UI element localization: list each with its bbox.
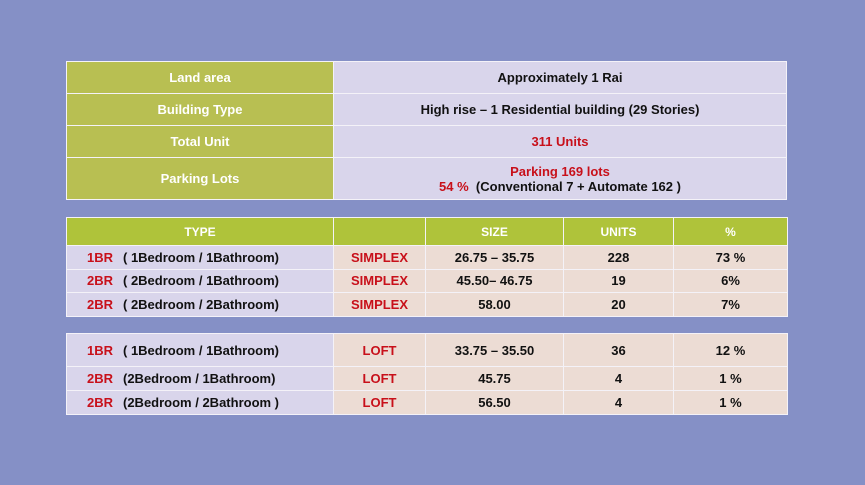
unit-code: 2BR — [87, 395, 114, 410]
unit-description: ( 2Bedroom / 2Bathroom) — [123, 296, 280, 312]
unit-count: 4 — [563, 366, 674, 391]
unit-type-cell: 2BR (2Bedroom / 2Bathroom ) — [66, 390, 334, 415]
unit-type-cell: 1BR ( 1Bedroom / 1Bathroom) — [66, 245, 334, 270]
unit-style: LOFT — [333, 333, 426, 367]
unit-code: 2BR — [87, 296, 114, 312]
unit-count: 36 — [563, 333, 674, 367]
parking-breakdown: 54 % (Conventional 7 + Automate 162 ) — [334, 179, 786, 194]
summary-value: Approximately 1 Rai — [333, 61, 787, 94]
unit-type-cell: 2BR ( 2Bedroom / 1Bathroom) — [66, 268, 334, 293]
unit-size: 58.00 — [425, 292, 564, 317]
table-row: 1BR ( 1Bedroom / 1Bathroom) LOFT 33.75 – 35… — [66, 333, 788, 367]
unit-style: LOFT — [333, 390, 426, 415]
unit-code: 1BR — [87, 342, 114, 358]
table-row: 2BR ( 2Bedroom / 2Bathroom) SIMPLEX 58.00 20… — [66, 292, 788, 317]
loft-units-table: 1BR( 1Bedroom / 1Bathroom) LOFT 33.75 – 35… — [66, 333, 788, 415]
summary-label: Parking Lots — [66, 157, 334, 200]
unit-size: 56.50 — [425, 390, 564, 415]
table-row: 2BR ( 2Bedroom / 1Bathroom) SIMPLEX 45.50– … — [66, 268, 788, 293]
unit-code: 2BR — [87, 273, 114, 289]
unit-pct: 7% — [673, 292, 788, 317]
summary-label: Land area — [66, 61, 334, 94]
unit-size: 45.50– 46.75 — [425, 268, 564, 293]
unit-type-cell: 2BR (2Bedroom / 1Bathroom) — [66, 366, 334, 391]
table-row: 2BR (2Bedroom / 1Bathroom) LOFT 45.75 4 1 % — [66, 366, 788, 391]
summary-row-total-unit: Total Unit 311 Units — [66, 125, 787, 158]
header-style — [333, 217, 426, 246]
summary-value: Parking 169 lots 54 % (Conventional 7 + … — [333, 157, 787, 200]
unit-pct: 1 % — [673, 366, 788, 391]
unit-pct: 12 % — [673, 333, 788, 367]
summary-row-land-area: Land area Approximately 1 Rai — [66, 61, 787, 94]
header-pct: % — [673, 217, 788, 246]
unit-count: 19 — [563, 268, 674, 293]
unit-description: ( 1Bedroom / 1Bathroom) — [123, 342, 280, 358]
unit-size: 33.75 – 35.50 — [425, 333, 564, 367]
unit-pct: 6% — [673, 268, 788, 293]
header-type: TYPE — [66, 217, 334, 246]
table-row: 2BR (2Bedroom / 2Bathroom ) LOFT 56.50 4 1 % — [66, 390, 788, 415]
unit-style: LOFT — [333, 366, 426, 391]
unit-pct: 1 % — [673, 390, 788, 415]
parking-lots-count: Parking 169 lots — [510, 163, 610, 179]
header-size: SIZE — [425, 217, 564, 246]
unit-size: 26.75 – 35.75 — [425, 245, 564, 270]
summary-value: High rise – 1 Residential building (29 S… — [333, 93, 787, 126]
unit-type-cell: 2BR ( 2Bedroom / 2Bathroom) — [66, 292, 334, 317]
summary-row-building-type: Building Type High rise – 1 Residential … — [66, 93, 787, 126]
unit-count: 228 — [563, 245, 674, 270]
unit-description: ( 2Bedroom / 1Bathroom) — [123, 273, 280, 289]
unit-style: SIMPLEX — [333, 245, 426, 270]
parking-pct: 54 % — [439, 178, 469, 194]
unit-style: SIMPLEX — [333, 292, 426, 317]
unit-pct: 73 % — [673, 245, 788, 270]
summary-value: 311 Units — [333, 125, 787, 158]
simplex-units-table: TYPE SIZE UNITS % 1BR ( 1Bedroom / 1Bathr… — [66, 217, 788, 317]
unit-type-cell: 1BR ( 1Bedroom / 1Bathroom) — [66, 333, 334, 367]
summary-label: Building Type — [66, 93, 334, 126]
table-row: 1BR ( 1Bedroom / 1Bathroom) SIMPLEX 26.75 –… — [66, 245, 788, 270]
unit-count: 4 — [563, 390, 674, 415]
unit-count: 20 — [563, 292, 674, 317]
unit-code: 2BR — [87, 371, 114, 386]
unit-size: 45.75 — [425, 366, 564, 391]
unit-style: SIMPLEX — [333, 268, 426, 293]
project-summary-table: Land area Approximately 1 Rai Building T… — [66, 61, 787, 200]
unit-description: (2Bedroom / 2Bathroom ) — [123, 395, 280, 410]
unit-code: 1BR — [87, 249, 114, 265]
unit-description: (2Bedroom / 1Bathroom) — [123, 371, 276, 386]
table-header: TYPE SIZE UNITS % — [66, 217, 788, 246]
summary-label: Total Unit — [66, 125, 334, 158]
unit-description: ( 1Bedroom / 1Bathroom) — [123, 249, 280, 265]
header-units: UNITS — [563, 217, 674, 246]
parking-detail: (Conventional 7 + Automate 162 ) — [475, 178, 681, 194]
summary-row-parking: Parking Lots Parking 169 lots 54 % (Conv… — [66, 157, 787, 200]
